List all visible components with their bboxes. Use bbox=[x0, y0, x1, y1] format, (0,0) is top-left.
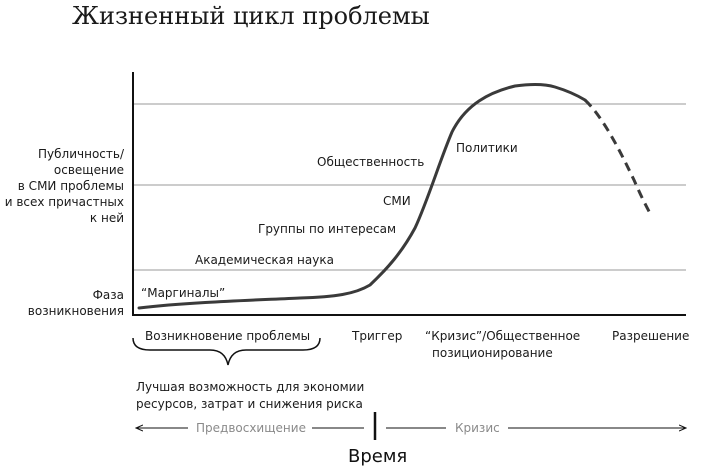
time-axis-label: Время bbox=[348, 446, 407, 467]
svg-text:ресурсов, затрат и снижения ри: ресурсов, затрат и снижения риска bbox=[136, 397, 363, 411]
lifecycle-curve bbox=[137, 83, 587, 310]
y-axis-label: Публичность/ освещение в СМИ проблемы и … bbox=[5, 147, 125, 225]
svg-text:освещение: освещение bbox=[54, 163, 124, 177]
stage-crisis-line1: “Кризис”/Общественное bbox=[425, 329, 580, 343]
stage-emergence: Возникновение проблемы bbox=[145, 329, 310, 343]
label-academia: Академическая наука bbox=[195, 253, 334, 267]
label-anticipation: Предвосхищение bbox=[196, 421, 306, 435]
lifecycle-curve-resolution bbox=[583, 98, 653, 216]
emergence-brace bbox=[132, 337, 321, 366]
stage-resolution: Разрешение bbox=[612, 329, 689, 343]
svg-text:в СМИ проблемы: в СМИ проблемы bbox=[18, 179, 124, 193]
label-marginals: “Маргиналы” bbox=[141, 286, 225, 300]
svg-text:к ней: к ней bbox=[90, 211, 124, 225]
brace-note: Лучшая возможность для экономии ресурсов… bbox=[136, 380, 364, 411]
diagram-title: Жизненный цикл проблемы bbox=[72, 2, 430, 30]
svg-text:Лучшая возможность для экономи: Лучшая возможность для экономии bbox=[136, 380, 364, 394]
svg-text:и всех причастных: и всех причастных bbox=[5, 195, 124, 209]
svg-text:Фаза: Фаза bbox=[93, 288, 124, 302]
label-interest-groups: Группы по интересам bbox=[258, 222, 396, 236]
label-crisis: Кризис bbox=[455, 421, 500, 435]
stage-trigger: Триггер bbox=[351, 329, 402, 343]
svg-text:Публичность/: Публичность/ bbox=[38, 147, 125, 161]
stage-crisis-line2: позиционирование bbox=[432, 346, 553, 360]
label-public: Общественность bbox=[317, 155, 424, 169]
phase-origin-label: Фаза возникновения bbox=[28, 288, 124, 318]
label-media: СМИ bbox=[383, 194, 411, 208]
label-politicians: Политики bbox=[456, 141, 518, 155]
svg-text:возникновения: возникновения bbox=[28, 304, 124, 318]
